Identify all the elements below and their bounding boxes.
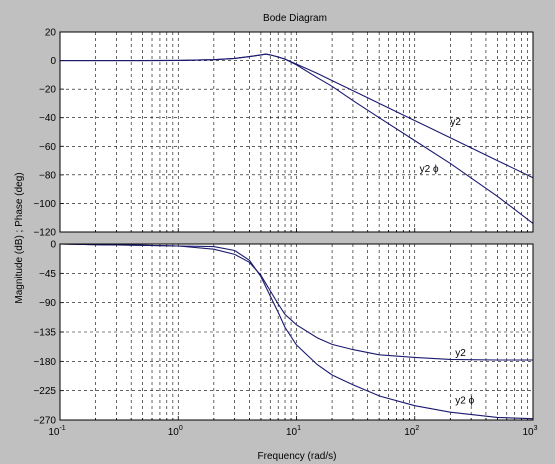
mag-y-tick-label: 20 xyxy=(45,28,57,39)
x-tick-label: 103 xyxy=(522,425,537,438)
x-tick-label: 102 xyxy=(404,425,419,438)
mag-series-label-2: y2 ϕ xyxy=(420,164,439,175)
mag-y-tick-label: −40 xyxy=(39,113,56,124)
phase-y-tick-label: −270 xyxy=(33,416,56,427)
phase-series-label-2: y2 ϕ xyxy=(455,396,474,407)
mag-y-tick-label: −20 xyxy=(39,85,56,96)
phase-panel: 0 −45 −90 −135 −180 −225 −270 y2 y2 ϕ xyxy=(33,240,534,427)
phase-y-tick-label: −45 xyxy=(39,269,56,280)
x-axis-label: Frequency (rad/s) xyxy=(258,451,337,462)
x-tick-label: 10-1 xyxy=(48,425,65,438)
x-tick-label: 101 xyxy=(286,425,301,438)
phase-series-line-2 xyxy=(59,243,534,420)
y-axis-label: Magnitude (dB) ; Phase (deg) xyxy=(14,172,25,303)
chart-title: Bode Diagram xyxy=(263,13,327,24)
phase-y-tick-label: −225 xyxy=(33,386,56,397)
mag-y-tick-label: 0 xyxy=(50,56,56,67)
mag-y-tick-label: −80 xyxy=(39,170,56,181)
mag-series-label-1: y2 xyxy=(450,117,461,128)
phase-plot-border xyxy=(59,243,534,421)
mag-y-tick-label: −100 xyxy=(33,199,56,210)
magnitude-panel: 20 0 −20 −40 −60 −80 −100 −120 y2 y2 ϕ xyxy=(33,28,534,239)
mag-y-tick-label: −60 xyxy=(39,142,56,153)
mag-series-line-2 xyxy=(60,53,534,224)
mag-y-tick-label: −120 xyxy=(33,228,56,239)
phase-y-tick-label: 0 xyxy=(50,240,56,251)
x-tick-label: 100 xyxy=(168,425,183,438)
phase-series-label-1: y2 xyxy=(455,348,466,359)
phase-y-tick-label: −90 xyxy=(39,298,56,309)
phase-y-tick-label: −180 xyxy=(33,357,56,368)
mag-plot-border xyxy=(59,31,534,233)
phase-y-tick-label: −135 xyxy=(33,328,56,339)
